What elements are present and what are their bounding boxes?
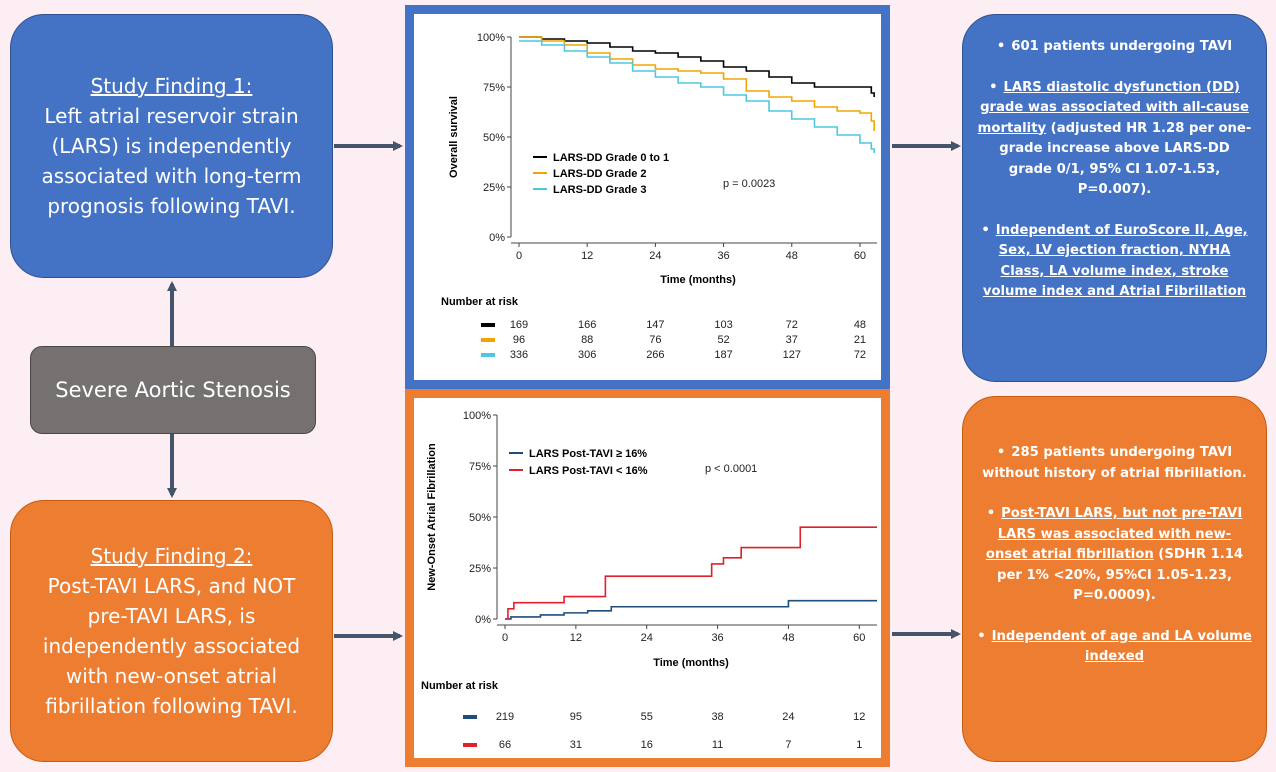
y-axis-title: New-Onset Atrial Fibrillation bbox=[426, 443, 438, 591]
risk-row-swatch-1 bbox=[481, 323, 495, 327]
x-tick-label: 36 bbox=[711, 632, 723, 644]
y-tick-label: 25% bbox=[469, 563, 491, 575]
risk-value: 48 bbox=[854, 319, 866, 331]
series-line-1 bbox=[519, 36, 875, 97]
y-tick-label: 0% bbox=[489, 232, 505, 244]
x-axis-title: Time (months) bbox=[660, 274, 736, 286]
results1-bullet3: • Independent of EuroScore II, Age, Sex, … bbox=[981, 222, 1248, 300]
finding1-box: Study Finding 1: Left atrial reservoir s… bbox=[10, 14, 333, 278]
risk-value: 16 bbox=[641, 739, 653, 751]
x-tick-label: 0 bbox=[502, 632, 508, 644]
results1-box: • 601 patients undergoing TAVI • LARS dias… bbox=[962, 14, 1267, 382]
finding1-heading: Study Finding 1: bbox=[90, 74, 253, 98]
risk-value: 38 bbox=[711, 711, 723, 723]
finding2-heading: Study Finding 2: bbox=[90, 544, 253, 568]
risk-value: 306 bbox=[578, 349, 596, 361]
x-tick-label: 12 bbox=[581, 250, 593, 262]
risk-value: 12 bbox=[853, 711, 865, 723]
legend-label-3: LARS-DD Grade 3 bbox=[553, 184, 647, 196]
p-value-annotation: p < 0.0001 bbox=[705, 463, 757, 475]
risk-value: 72 bbox=[786, 319, 798, 331]
af-chart-panel: 0% 25% 50% 75% 100% 0 12 24 36 48 60 Time (months) N… bbox=[405, 389, 890, 767]
risk-table-title: Number at risk bbox=[421, 680, 499, 692]
series-line-1 bbox=[505, 599, 877, 620]
y-tick-label: 0% bbox=[475, 614, 491, 626]
results2-bullet2: • Post-TAVI LARS, but not pre-TAVI LARS w… bbox=[985, 506, 1244, 603]
risk-row-swatch-1 bbox=[463, 715, 477, 719]
x-tick-label: 24 bbox=[649, 250, 661, 262]
y-tick-label: 75% bbox=[483, 82, 505, 94]
risk-value: 24 bbox=[782, 711, 794, 723]
risk-value: 52 bbox=[717, 334, 729, 346]
risk-value: 127 bbox=[783, 349, 801, 361]
survival-chart: 0% 25% 50% 75% 100% 0 12 24 36 48 60 Time (months) O… bbox=[441, 32, 877, 361]
x-tick-label: 12 bbox=[570, 632, 582, 644]
y-tick-label: 25% bbox=[483, 182, 505, 194]
risk-value: 88 bbox=[581, 334, 593, 346]
x-tick-label: 48 bbox=[786, 250, 798, 262]
x-tick-label: 60 bbox=[854, 250, 866, 262]
risk-value: 187 bbox=[714, 349, 732, 361]
finding1-text: Left atrial reservoir strain (LARS) is i… bbox=[41, 104, 302, 218]
finding2-text: Post-TAVI LARS, and NOT pre-TAVI LARS, i… bbox=[42, 574, 301, 718]
finding2-box: Study Finding 2: Post-TAVI LARS, and NOT… bbox=[10, 500, 333, 762]
legend-label-2: LARS Post-TAVI < 16% bbox=[529, 465, 648, 477]
risk-value: 1 bbox=[856, 739, 862, 751]
severe-aortic-stenosis-box: Severe Aortic Stenosis bbox=[30, 346, 316, 434]
risk-value: 72 bbox=[854, 349, 866, 361]
results2-bullet3: • Independent of age and LA volume indexe… bbox=[977, 628, 1252, 665]
p-value-annotation: p = 0.0023 bbox=[723, 178, 775, 190]
risk-value: 21 bbox=[854, 334, 866, 346]
y-tick-label: 50% bbox=[469, 512, 491, 524]
center-label: Severe Aortic Stenosis bbox=[55, 378, 291, 402]
y-tick-label: 50% bbox=[483, 132, 505, 144]
risk-value: 103 bbox=[714, 319, 732, 331]
risk-value: 169 bbox=[510, 319, 528, 331]
y-tick-label: 100% bbox=[477, 32, 505, 44]
y-tick-label: 100% bbox=[463, 410, 491, 422]
results1-bullet1: • 601 patients undergoing TAVI bbox=[996, 39, 1233, 54]
risk-row-swatch-3 bbox=[481, 353, 495, 357]
x-tick-label: 24 bbox=[641, 632, 653, 644]
risk-table-title: Number at risk bbox=[441, 296, 519, 308]
risk-value: 166 bbox=[578, 319, 596, 331]
risk-value: 96 bbox=[513, 334, 525, 346]
risk-value: 95 bbox=[570, 711, 582, 723]
risk-row-swatch-2 bbox=[463, 743, 477, 747]
af-chart: 0% 25% 50% 75% 100% 0 12 24 36 48 60 Time (months) N… bbox=[421, 410, 877, 751]
risk-value: 55 bbox=[641, 711, 653, 723]
risk-value: 219 bbox=[496, 711, 514, 723]
x-tick-label: 48 bbox=[782, 632, 794, 644]
results2-bullet1: • 285 patients undergoing TAVI without hi… bbox=[982, 445, 1247, 481]
series-line-3 bbox=[519, 40, 875, 153]
risk-row-swatch-2 bbox=[481, 338, 495, 342]
results2-box: • 285 patients undergoing TAVI without hi… bbox=[962, 396, 1267, 762]
survival-chart-panel: 0% 25% 50% 75% 100% 0 12 24 36 48 60 Time (months) O… bbox=[405, 5, 890, 389]
risk-value: 266 bbox=[646, 349, 664, 361]
legend-label-2: LARS-DD Grade 2 bbox=[553, 168, 647, 180]
series-line-2 bbox=[505, 526, 877, 620]
risk-value: 7 bbox=[785, 739, 791, 751]
y-tick-label: 75% bbox=[469, 461, 491, 473]
risk-value: 76 bbox=[649, 334, 661, 346]
x-tick-label: 36 bbox=[717, 250, 729, 262]
risk-value: 37 bbox=[786, 334, 798, 346]
risk-value: 11 bbox=[712, 739, 723, 751]
x-tick-label: 0 bbox=[516, 250, 522, 262]
x-tick-label: 60 bbox=[853, 632, 865, 644]
legend-label-1: LARS Post-TAVI ≥ 16% bbox=[529, 448, 647, 460]
risk-value: 336 bbox=[510, 349, 528, 361]
results1-bullet2: • LARS diastolic dysfunction (DD) grade w… bbox=[977, 79, 1252, 198]
risk-value: 66 bbox=[499, 739, 511, 751]
y-axis-title: Overall survival bbox=[448, 96, 460, 178]
risk-value: 147 bbox=[646, 319, 664, 331]
legend-label-1: LARS-DD Grade 0 to 1 bbox=[553, 152, 669, 164]
risk-value: 31 bbox=[570, 739, 582, 751]
x-axis-title: Time (months) bbox=[653, 657, 729, 669]
